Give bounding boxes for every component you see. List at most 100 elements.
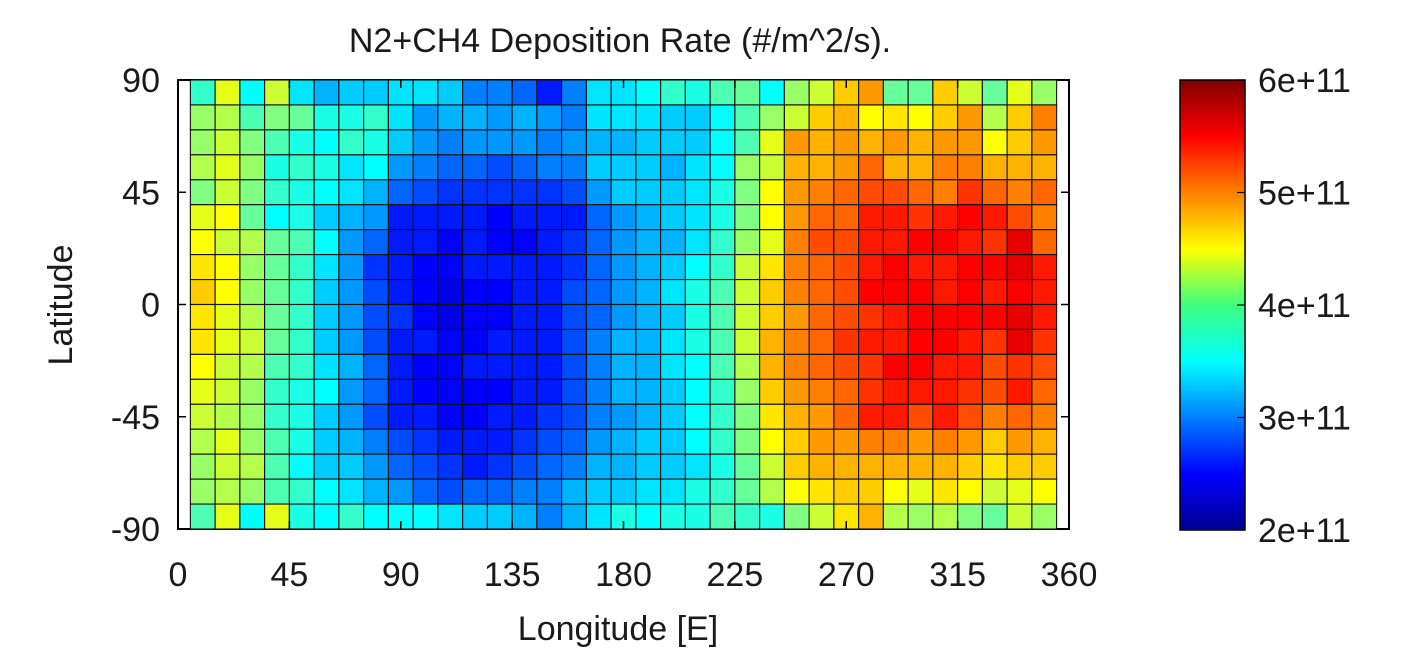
heatmap-cell-south-r6-c31 <box>957 453 983 480</box>
heatmap-cell-north-r5-c0 <box>189 204 216 231</box>
heatmap-cell-south-r8-c2 <box>239 503 266 530</box>
heatmap-cell-south-r5-c20 <box>684 428 711 455</box>
heatmap-cell-south-r5-c11 <box>462 428 488 455</box>
heatmap-cell-south-r7-c7 <box>363 478 389 505</box>
heatmap-cell-south-r7-c34 <box>1031 478 1058 505</box>
heatmap-cell-south-r4-c24 <box>783 403 810 430</box>
heatmap-cell-north-r8-c1 <box>214 279 241 306</box>
heatmap-cell-north-r7-c33 <box>1006 254 1033 281</box>
heatmap-cell-north-r6-c27 <box>858 229 884 256</box>
heatmap-cell-north-r7-c34 <box>1031 254 1058 281</box>
heatmap-cell-north-r4-c32 <box>981 179 1008 206</box>
heatmap-cell-south-r3-c23 <box>759 378 785 405</box>
heatmap-cell-south-r7-c26 <box>833 478 860 505</box>
heatmap-cell-north-r0-c4 <box>288 79 315 106</box>
heatmap-cell-north-r3-c23 <box>759 154 785 181</box>
heatmap-cell-south-r0-c28 <box>882 303 909 330</box>
colorbar: 6e+11 5e+11 4e+11 3e+11 2e+11 <box>1179 62 1351 550</box>
heatmap-cell-north-r7-c26 <box>833 254 860 281</box>
heatmap-cell-south-r4-c3 <box>264 403 290 430</box>
heatmap-cell-south-r1-c33 <box>1006 328 1033 355</box>
heatmap-cell-north-r8-c25 <box>808 279 835 306</box>
heatmap-cell-north-r3-c1 <box>214 154 241 181</box>
heatmap-cell-south-r3-c5 <box>313 378 340 405</box>
heatmap-cell-north-r2-c28 <box>882 129 909 156</box>
heatmap-cell-north-r4-c20 <box>684 179 711 206</box>
heatmap-cell-south-r6-c25 <box>808 453 835 480</box>
heatmap-cell-north-r0-c0 <box>189 79 216 106</box>
x-tick-label-0: 0 <box>169 556 188 594</box>
heatmap-cell-south-r3-c28 <box>882 378 909 405</box>
heatmap-cell-north-r4-c26 <box>833 179 860 206</box>
heatmap-cell-north-r3-c22 <box>734 154 761 181</box>
heatmap-cell-south-r7-c16 <box>585 478 612 505</box>
heatmap-cell-south-r6-c4 <box>288 453 315 480</box>
heatmap-cell-north-r4-c14 <box>536 179 563 206</box>
heatmap-cell-south-r8-c12 <box>486 503 513 530</box>
heatmap-cell-north-r1-c21 <box>709 104 736 131</box>
heatmap-cell-south-r5-c4 <box>288 428 315 455</box>
heatmap-cell-north-r5-c21 <box>709 204 736 231</box>
heatmap-cell-north-r1-c11 <box>462 104 488 131</box>
heatmap-cell-north-r4-c7 <box>363 179 389 206</box>
heatmap-cell-north-r1-c8 <box>387 104 414 131</box>
heatmap-cell-north-r2-c2 <box>239 129 266 156</box>
heatmap-cell-north-r6-c25 <box>808 229 835 256</box>
heatmap-cell-south-r7-c6 <box>338 478 365 505</box>
heatmap-cell-north-r6-c15 <box>561 229 587 256</box>
heatmap-cell-north-r1-c31 <box>957 104 983 131</box>
heatmap-cell-south-r6-c23 <box>759 453 785 480</box>
heatmap-cell-north-r4-c22 <box>734 179 761 206</box>
heatmap-cell-north-r2-c32 <box>981 129 1008 156</box>
heatmap-cell-north-r7-c14 <box>536 254 563 281</box>
heatmap-cell-north-r6-c23 <box>759 229 785 256</box>
heatmap-cell-south-r4-c10 <box>437 403 464 430</box>
heatmap-cell-south-r3-c34 <box>1031 378 1058 405</box>
x-tick-label-1: 45 <box>270 556 308 594</box>
heatmap-cell-south-r2-c12 <box>486 353 513 380</box>
heatmap-cell-north-r5-c15 <box>561 204 587 231</box>
heatmap-cell-south-r6-c15 <box>561 453 587 480</box>
heatmap-cell-north-r8-c29 <box>907 279 934 306</box>
heatmap-cell-south-r4-c5 <box>313 403 340 430</box>
heatmap-cell-south-r2-c26 <box>833 353 860 380</box>
heatmap-cell-north-r1-c34 <box>1031 104 1058 131</box>
heatmap-cell-north-r1-c29 <box>907 104 934 131</box>
heatmap-cell-north-r3-c26 <box>833 154 860 181</box>
heatmap-cell-south-r6-c1 <box>214 453 241 480</box>
heatmap-cell-north-r3-c34 <box>1031 154 1058 181</box>
heatmap-cell-south-r5-c2 <box>239 428 266 455</box>
heatmap-cell-south-r5-c29 <box>907 428 934 455</box>
heatmap-cell-south-r3-c15 <box>561 378 587 405</box>
heatmap-cell-south-r0-c12 <box>486 303 513 330</box>
heatmap-cell-south-r1-c22 <box>734 328 761 355</box>
heatmap-cell-north-r0-c23 <box>759 79 785 106</box>
heatmap-cell-south-r4-c29 <box>907 403 934 430</box>
heatmap-cell-south-r8-c15 <box>561 503 587 530</box>
heatmap-cell-south-r2-c3 <box>264 353 290 380</box>
heatmap-cell-south-r8-c24 <box>783 503 810 530</box>
heatmap-cell-north-r4-c33 <box>1006 179 1033 206</box>
heatmap-cell-south-r6-c32 <box>981 453 1008 480</box>
heatmap-cell-north-r6-c0 <box>189 229 216 256</box>
heatmap-cell-north-r0-c12 <box>486 79 513 106</box>
heatmap-cell-south-r3-c19 <box>660 378 686 405</box>
heatmap-cell-north-r5-c5 <box>313 204 340 231</box>
heatmap-cell-south-r8-c3 <box>264 503 290 530</box>
heatmap-cell-north-r8-c24 <box>783 279 810 306</box>
heatmap-cell-north-r7-c9 <box>412 254 439 281</box>
heatmap-cell-north-r7-c22 <box>734 254 761 281</box>
heatmap-cell-north-r0-c27 <box>858 79 884 106</box>
heatmap-cell-north-r3-c24 <box>783 154 810 181</box>
heatmap-cell-north-r4-c19 <box>660 179 686 206</box>
heatmap-cell-south-r1-c29 <box>907 328 934 355</box>
heatmap-cell-south-r2-c8 <box>387 353 414 380</box>
heatmap-cell-south-r1-c3 <box>264 328 290 355</box>
heatmap-cell-south-r7-c32 <box>981 478 1008 505</box>
heatmap-cell-south-r0-c3 <box>264 303 290 330</box>
heatmap-cell-north-r3-c6 <box>338 154 365 181</box>
heatmap-cell-north-r7-c8 <box>387 254 414 281</box>
heatmap-cell-north-r2-c8 <box>387 129 414 156</box>
heatmap-cell-south-r4-c21 <box>709 403 736 430</box>
